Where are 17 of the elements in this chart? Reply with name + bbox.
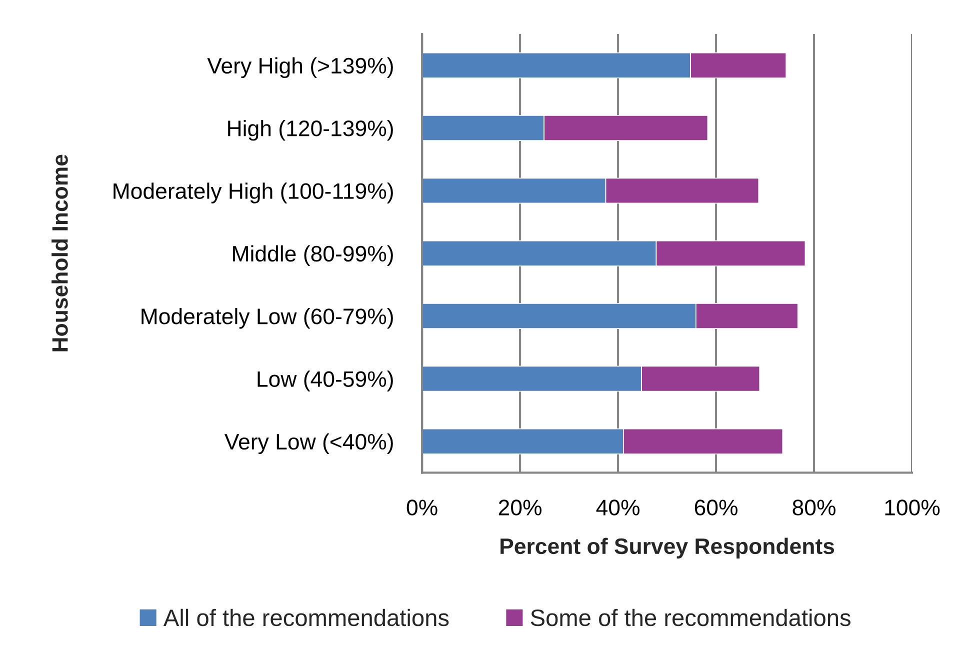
y-tick-label: Moderately Low (60-79%) (142, 308, 393, 329)
x-tick-label: 80% (792, 500, 836, 516)
y-axis-title: Household Income (52, 154, 68, 352)
legend-label: All of the recommendations (163, 608, 449, 626)
y-tick-label: High (120-139%) (228, 120, 393, 141)
x-tick-label: 60% (694, 500, 738, 516)
x-tick-label: 0% (406, 500, 438, 516)
y-tick-label: Moderately High (100-119%) (114, 182, 393, 204)
y-tick-label: Middle (80-99%) (233, 245, 393, 266)
x-tick-label: 100% (885, 500, 940, 516)
legend-label: Some of the recommendations (530, 608, 850, 626)
x-axis-title: Percent of Survey Respondents (500, 538, 834, 559)
y-tick-label: Low (40-59%) (258, 370, 393, 392)
y-tick-label: Very Low (<40%) (224, 433, 393, 454)
x-tick-label: 20% (498, 500, 542, 516)
y-tick-label: Very High (>139%) (207, 57, 393, 78)
x-tick-label: 40% (596, 500, 640, 516)
